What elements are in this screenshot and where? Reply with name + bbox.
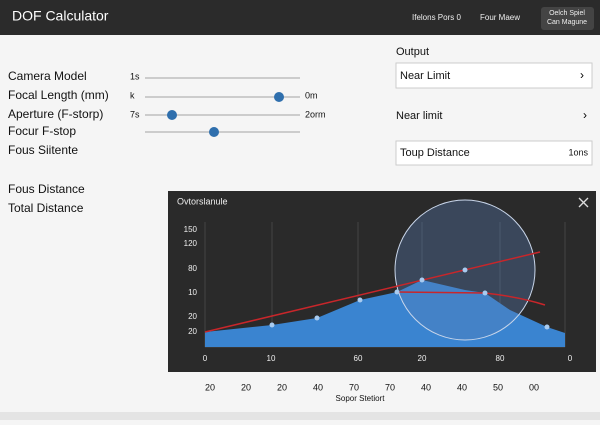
- field-label: Focur F-stop: [8, 124, 76, 138]
- header-link: Four Maew: [480, 13, 520, 22]
- x-tick-label: 70: [349, 382, 359, 392]
- slider-max: 0m: [305, 90, 318, 100]
- x-tick-label: 20: [277, 382, 287, 392]
- close-button[interactable]: [578, 197, 589, 208]
- field-label: Aperture (F-storp): [8, 107, 103, 121]
- red-line: [204, 251, 541, 333]
- sliders: [145, 77, 300, 137]
- chevron: ›: [580, 68, 584, 82]
- x-tick-label: 40: [457, 382, 467, 392]
- field-label: Focal Length (mm): [8, 88, 109, 102]
- button-text: Can Magune: [547, 19, 587, 26]
- x-tick-label: 20: [241, 382, 251, 392]
- slider-knob[interactable]: [167, 110, 177, 120]
- y-tick-label: 150: [184, 225, 198, 234]
- panel-title: Ovtorslanule: [177, 196, 228, 206]
- field-label: Fous Siitente: [8, 143, 78, 157]
- button-text: Oelch Spiel: [549, 10, 585, 17]
- x-tick-label: 60: [354, 354, 363, 363]
- header-button[interactable]: [541, 7, 594, 30]
- area: [205, 280, 565, 347]
- x-tick-label: 40: [421, 382, 431, 392]
- x-tick-label: 50: [493, 382, 503, 392]
- output-item: Near limit: [396, 110, 442, 122]
- field-label: Total Distance: [8, 201, 84, 215]
- output-title: Output: [396, 46, 429, 58]
- x-tick-label: 10: [267, 354, 276, 363]
- axis-title: Sopor Stetiort: [336, 394, 386, 403]
- slider-min: 7s: [130, 109, 140, 119]
- header-link: Ifelons Pors 0: [412, 13, 461, 22]
- slider-min: 1s: [130, 71, 140, 81]
- x-tick-label: 20: [418, 354, 427, 363]
- output-item: Near Limit: [400, 70, 450, 82]
- x-tick-label: 80: [496, 354, 505, 363]
- y-tick-label: 20: [188, 327, 197, 336]
- slider-knob[interactable]: [274, 92, 284, 102]
- header-bar: [0, 0, 600, 35]
- x-tick-label: 20: [205, 382, 215, 392]
- slider-max: 2orm: [305, 109, 326, 119]
- y-tick-label: 20: [188, 312, 197, 321]
- y-tick-label: 10: [188, 288, 197, 297]
- output-value: 1ons: [568, 147, 588, 157]
- slider-knob[interactable]: [209, 127, 219, 137]
- x-tick-label: 70: [385, 382, 395, 392]
- x-tick-label: 0: [568, 354, 573, 363]
- x-tick-label: 00: [529, 382, 539, 392]
- field-label: Camera Model: [8, 69, 87, 83]
- slider-min: k: [130, 90, 135, 100]
- output-item: Toup Distance: [400, 147, 470, 159]
- field-label: Fous Distance: [8, 182, 85, 196]
- x-tick-label: 0: [203, 354, 208, 363]
- x-tick-label: 40: [313, 382, 323, 392]
- y-tick-label: 120: [184, 239, 198, 248]
- chevron: ›: [583, 108, 587, 122]
- y-tick-label: 80: [188, 264, 197, 273]
- near-limit-box[interactable]: [395, 62, 593, 89]
- app-title: DOF Calculator: [12, 8, 109, 24]
- points: [269, 267, 550, 330]
- total-box: [395, 140, 593, 166]
- footer-strip: [0, 412, 600, 420]
